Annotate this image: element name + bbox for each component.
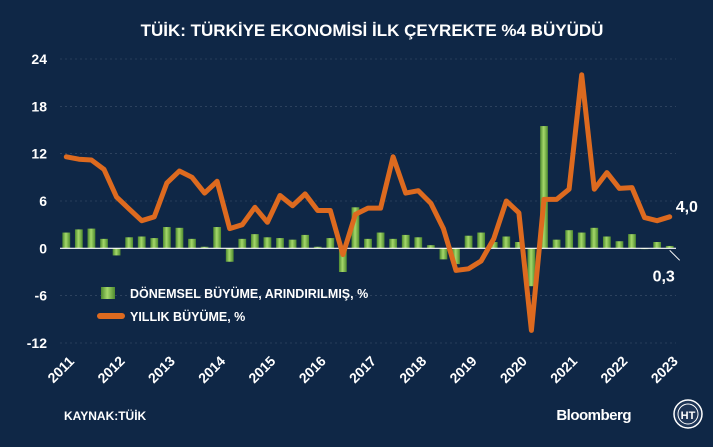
bar-end-label: 0,3 [653,268,675,285]
y-tick-label: -12 [27,335,47,351]
bar [477,232,486,249]
y-tick-label: 6 [39,193,47,209]
bar [87,228,96,249]
bar [326,238,335,249]
bar [527,248,536,287]
bar [288,239,297,249]
bar [200,246,209,249]
legend-bar-swatch [101,287,115,299]
y-tick-label: 18 [31,98,47,114]
bar [150,238,159,249]
x-tick-label: 2018 [396,353,429,386]
bar [489,242,498,249]
bar [452,248,460,265]
bar [338,248,347,272]
annotations: 4,0 0,3 [653,199,698,286]
y-tick-label: 24 [31,51,47,67]
bar [565,230,574,249]
x-tick-label: 2019 [446,353,479,386]
bar [653,242,662,249]
y-tick-label: 12 [31,146,47,162]
bar [74,229,83,249]
x-tick-label: 2012 [94,353,127,386]
bar [125,237,134,249]
bar [225,248,234,262]
x-tick-label: 2022 [597,353,630,386]
bar [364,238,372,249]
bar [389,238,398,249]
x-axis-ticks: 2011 2012 2013 2014 2015 2016 2017 2018 2019 2020… [44,353,681,386]
yearly-growth-line [63,72,673,333]
bar [590,227,599,249]
bar [175,227,184,249]
bar [162,227,171,249]
x-tick-label: 2015 [245,353,278,386]
bar [502,236,511,249]
x-tick-label: 2016 [296,353,329,386]
bar [426,245,435,249]
bar [577,232,586,249]
line-end-label: 4,0 [676,199,698,216]
bar [213,227,222,249]
x-tick-label: 2023 [648,353,681,386]
x-tick-label: 2017 [346,353,379,386]
source-label: KAYNAK:TÜİK [64,408,147,423]
bar [615,241,624,249]
bar [301,234,310,249]
bar [250,234,259,249]
chart-title: TÜİK: TÜRKİYE EKONOMİSİ İLK ÇEYREKTE %4 … [141,21,604,40]
legend: DÖNEMSEL BÜYÜME, ARINDIRILMIŞ, % YILLIK … [97,286,368,324]
legend-bar-label: DÖNEMSEL BÜYÜME, ARINDIRILMIŞ, % [130,286,368,301]
bar [401,234,410,249]
x-tick-label: 2014 [195,353,228,386]
bar [137,236,146,249]
y-tick-label: -6 [35,288,48,304]
bar [514,242,523,249]
bar [464,235,473,249]
bar [238,238,247,249]
bar [552,239,561,249]
x-tick-label: 2021 [547,353,580,386]
bar [628,234,636,249]
bar [188,238,196,249]
bar [439,248,448,260]
x-tick-label: 2020 [497,353,530,386]
x-tick-label: 2011 [44,353,77,386]
bar [313,246,322,249]
bar [414,237,423,249]
bar [540,126,548,249]
bar [62,232,71,249]
y-axis-ticks: 24 18 12 6 0 -6 -12 [27,51,47,351]
bar [263,237,272,249]
bar-end-leader [669,249,681,261]
bar [112,248,121,256]
bar [351,207,360,249]
x-tick-label: 2013 [145,353,178,386]
bar [376,232,385,249]
bar [602,236,611,249]
bloomberg-ht-logo-icon: HT [673,399,703,429]
bar [665,245,674,249]
bloomberg-brand: Bloomberg [556,407,631,424]
bar [276,238,284,249]
svg-text:HT: HT [681,410,696,422]
line-series [63,72,673,333]
y-tick-label: 0 [39,240,47,256]
bar [100,238,108,249]
legend-line-label: YILLIK BÜYÜME, % [130,309,245,324]
bar-series [62,126,674,287]
